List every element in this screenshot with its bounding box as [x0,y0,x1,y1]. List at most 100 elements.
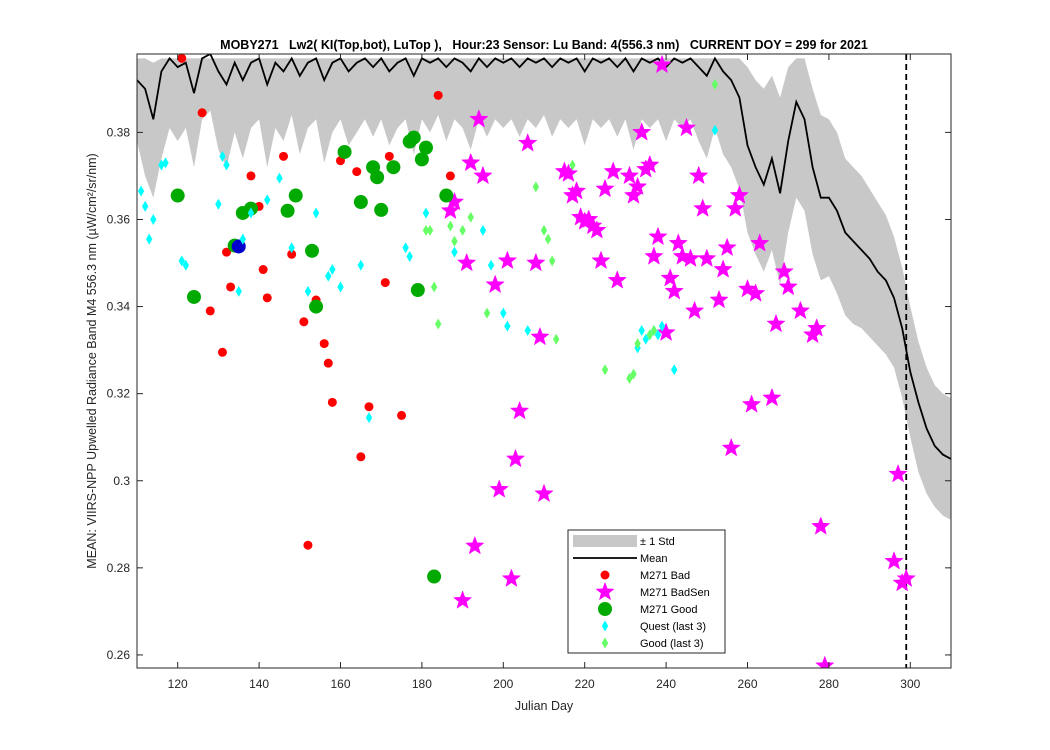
m271-bad-point [433,90,443,100]
legend-swatch-marker [601,637,609,649]
m271-badsen-point [684,300,705,320]
quest-last-3-point [178,255,185,267]
quest-last-3-point [487,259,495,271]
legend-label: ± 1 Std [640,536,675,548]
quest-last-3-point [329,264,336,276]
y-axis-label: MEAN: VIIRS-NPP Upwelled Radiance Band M… [85,153,99,568]
quest-last-3-point [365,412,373,424]
quest-last-3-point [479,224,487,236]
m271-bad-point [380,278,390,288]
m271-badsen-point [587,220,607,239]
good-last-3-point [532,181,540,193]
m271-badsen-point [534,483,554,503]
quest-last-3-point [141,200,149,212]
m271-badsen-point [709,289,729,309]
quest-last-3-point [235,285,242,297]
m271-badsen-point [607,270,627,289]
quest-last-3-point [182,259,190,271]
good-last-3-point [459,224,466,236]
m271-badsen-point [526,252,546,272]
m271-badsen-point [721,437,741,457]
legend-box [567,529,726,654]
m271-bad-point [279,151,289,161]
m271-badsen-point [807,318,827,337]
m271-bad-point [327,397,337,407]
points-layer [137,54,916,668]
m271-bad-point [246,171,256,181]
m271-badsen-point [591,250,611,270]
good-last-3-point [447,220,454,232]
x-tick-label: 240 [656,677,676,691]
m271-good-point [370,170,385,185]
m271-badsen-point [884,551,904,570]
quest-last-3-point [422,207,430,219]
x-tick-label: 280 [819,677,839,691]
m271-bad-point [287,249,297,259]
m271-badsen-point [750,233,770,252]
quest-last-3-point [223,159,230,171]
legend-swatch-marker [598,602,612,616]
x-axis-label: Julian Day [515,699,574,713]
m271-badsen-point [693,198,713,217]
m271-badsen-point [697,248,717,267]
mean-line-layer [137,54,951,460]
y-tick-label: 0.32 [107,387,131,401]
m271-badsen-point [725,198,745,217]
x-tick-label: 120 [168,677,188,691]
m271-bad-point [352,167,362,177]
m271-bad-point [303,540,313,550]
quest-last-3-point [337,281,344,293]
m271-badsen-point [656,322,676,341]
good-last-3-point [451,235,458,247]
m271-bad-point [384,151,394,161]
m271-good-point [439,188,454,203]
legend-label: M271 Bad [640,570,690,582]
quest-last-3-point [312,207,320,219]
quest-last-3-point [524,325,531,337]
good-last-3-point [553,333,560,345]
m271-badsen-point [660,268,680,287]
quest-last-3-point [304,285,312,297]
m271-badsen-point [489,479,509,498]
m271-badsen-point [558,163,579,182]
m271-badsen-point [729,185,750,204]
m271-badsen-point [465,535,485,555]
y-tick-label: 0.38 [107,125,131,139]
m271-badsen-point [888,463,908,483]
m271-good-point [406,130,421,145]
m271-bad-point [205,306,215,316]
good-last-3-point [650,325,658,337]
quest-last-3-point [406,250,413,262]
y-tick-label: 0.26 [107,648,131,662]
m271-good-point [353,195,368,210]
m271-good-point [170,188,185,203]
m271-bad-point [217,347,227,357]
m271-badsen-point [566,180,587,200]
m271-bad-point [197,108,207,118]
good-last-3-point [601,364,609,376]
legend-swatch-marker [595,581,615,601]
quest-last-3-point [146,233,153,245]
m271-badsen-point [676,117,697,137]
y-tick-label: 0.36 [107,212,131,226]
m271-badsen-point [485,274,505,294]
m271-badsen-point [509,400,530,420]
m271-badsen-point [452,590,473,609]
m271-bad-point [397,410,407,420]
legend-swatch-marker [600,570,610,580]
m271-badsen-point [640,154,660,174]
m271-good-point [414,152,429,167]
axes-layer: 120 140 160 180 200 220 240 260 280 300 0.26 0.28 0.… [107,54,951,691]
m271-bad-point [364,402,374,412]
m271-badsen-point [501,568,522,587]
legend-label: Mean [640,553,668,565]
m271-badsen-point [741,394,762,413]
quest-last-3-point [325,270,332,282]
m271-badsen-point [619,165,640,185]
legend: ± 1 Std Mean M271 Bad M271 BadSen M271 Good Q… [567,529,726,654]
quest-last-3-point [658,320,666,332]
m271-badsen-point [778,276,798,296]
quest-last-3-point [239,233,247,245]
m271-badsen-point [652,54,672,74]
m271-bad-point [262,293,272,303]
